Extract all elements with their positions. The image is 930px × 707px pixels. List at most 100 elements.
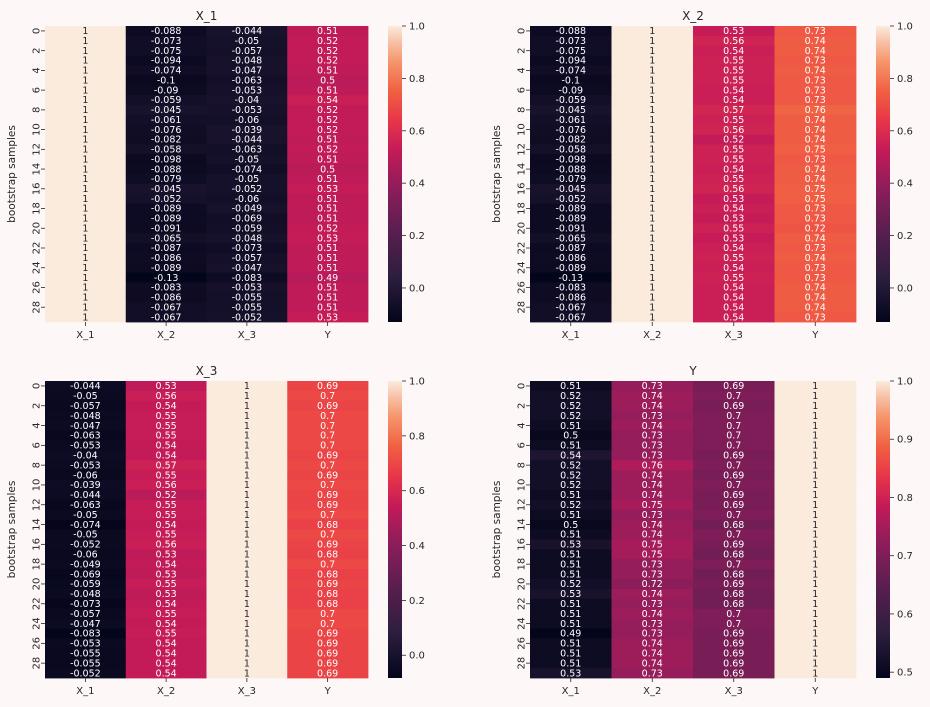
- panel-title: X_1: [196, 9, 218, 23]
- cell-value-label: -0.04: [73, 450, 98, 461]
- panel-title: X_3: [196, 364, 218, 378]
- heatmap-cell: [45, 440, 127, 451]
- heatmap-cell: [125, 440, 207, 451]
- heatmap-cell: [206, 282, 288, 293]
- cell-value-label: 0.54: [156, 648, 177, 659]
- cell-value-label: 0.69: [317, 639, 338, 650]
- heatmap-cell: [774, 400, 857, 412]
- cell-value-label: -0.063: [70, 431, 101, 442]
- heatmap-cell: [774, 410, 857, 421]
- heatmap-cell: [693, 252, 775, 264]
- cell-value-label: -0.045: [151, 105, 182, 116]
- heatmap-cell: [287, 302, 369, 313]
- cell-value-label: 1: [649, 263, 655, 274]
- heatmap-cell: [287, 430, 369, 441]
- heatmap-cell: [125, 608, 207, 619]
- y-tick-label: 26: [517, 281, 528, 294]
- colorbar-tick-label: 0.7: [897, 551, 913, 562]
- heatmap-cell: [611, 608, 694, 619]
- heatmap-cell: [45, 114, 127, 126]
- cell-value-label: -0.058: [555, 145, 586, 156]
- heatmap-cell: [125, 144, 207, 155]
- cell-value-label: 0.56: [723, 184, 744, 195]
- y-tick-label: 24: [32, 617, 43, 630]
- heatmap-cell: [206, 223, 288, 234]
- heatmap-cell: [774, 144, 857, 155]
- heatmap-cell: [611, 529, 694, 540]
- cell-value-label: 1: [82, 223, 88, 234]
- cell-value-label: 0.73: [805, 154, 826, 165]
- cell-value-label: 0.51: [317, 243, 338, 254]
- y-axis-label: bootstrap samples: [6, 481, 18, 579]
- cell-value-label: 0.7: [320, 619, 335, 630]
- heatmap-cell: [693, 420, 775, 431]
- heatmap-cell: [774, 598, 857, 610]
- cell-value-label: -0.087: [555, 243, 586, 254]
- heatmap-cell: [530, 35, 612, 47]
- heatmap-cell: [611, 193, 694, 204]
- heatmap-cell: [774, 489, 857, 501]
- heatmap-cell: [125, 539, 207, 550]
- y-tick-label: 8: [517, 107, 528, 113]
- cell-value-label: -0.06: [235, 115, 260, 126]
- heatmap-cell: [774, 390, 857, 402]
- heatmap-cell: [45, 174, 127, 185]
- cell-value-label: 0.57: [156, 460, 177, 471]
- cell-value-label: -0.055: [70, 658, 101, 669]
- cell-value-label: 0.74: [642, 520, 663, 531]
- y-tick-label: 2: [32, 403, 43, 409]
- cell-value-label: 0.56: [156, 391, 177, 402]
- cell-value-label: -0.065: [151, 233, 182, 244]
- heatmap-cell: [45, 390, 127, 402]
- heatmap-cell: [287, 410, 369, 421]
- heatmap-cell: [206, 164, 288, 175]
- heatmap-cell: [125, 262, 207, 274]
- cell-value-label: -0.06: [73, 549, 98, 560]
- heatmap-cell: [45, 164, 127, 175]
- cell-value-label: 0.51: [317, 263, 338, 274]
- cell-value-label: 0.55: [156, 629, 177, 640]
- heatmap-cell: [125, 193, 207, 204]
- cell-value-label: 1: [244, 639, 250, 650]
- cell-value-label: 0.68: [723, 589, 744, 600]
- heatmap-cell: [693, 499, 775, 511]
- cell-value-label: 0.54: [723, 243, 744, 254]
- cell-value-label: 0.74: [642, 391, 663, 402]
- cell-value-label: 0.52: [317, 145, 338, 156]
- cell-value-label: -0.061: [151, 115, 182, 126]
- cell-value-label: 0.54: [723, 204, 744, 215]
- cell-value-label: -0.09: [154, 85, 179, 96]
- heatmap-cell: [45, 183, 127, 195]
- cell-value-label: -0.05: [73, 510, 98, 521]
- cell-value-label: 0.54: [156, 441, 177, 452]
- heatmap-cell: [611, 390, 694, 402]
- y-tick-label: 26: [517, 637, 528, 650]
- heatmap-cell: [693, 26, 775, 37]
- cell-value-label: -0.074: [70, 520, 101, 531]
- cell-value-label: 1: [649, 125, 655, 136]
- heatmap-cell: [611, 638, 694, 649]
- heatmap-cell: [206, 588, 288, 600]
- heatmap-cell: [693, 579, 775, 590]
- heatmap-cell: [206, 203, 288, 214]
- heatmap-cell: [774, 638, 857, 649]
- heatmap-panel-x2: -0.088 1 0.53 0.73 -0.073 1 0.56 0.74 -0.075 1 0.5…: [491, 9, 913, 341]
- cell-value-label: 0.5: [320, 75, 335, 86]
- heatmap-cell: [287, 174, 369, 185]
- cell-value-label: -0.047: [232, 263, 263, 274]
- y-tick-label: 12: [517, 143, 528, 156]
- cell-value-label: 1: [244, 520, 250, 531]
- heatmap-cell: [530, 460, 612, 471]
- cell-value-label: -0.044: [70, 381, 101, 392]
- heatmap-cell: [125, 104, 207, 116]
- cell-value-label: 1: [649, 214, 655, 225]
- y-tick-label: 12: [32, 498, 43, 511]
- cell-value-label: 0.55: [723, 223, 744, 234]
- heatmap-cell: [125, 529, 207, 540]
- cell-value-label: -0.053: [70, 460, 101, 471]
- cell-value-label: 0.7: [726, 609, 741, 620]
- cell-value-label: 0.5: [320, 164, 335, 175]
- heatmap-cell: [287, 480, 369, 491]
- heatmap-cell: [206, 559, 288, 570]
- cell-value-label: -0.069: [232, 214, 263, 225]
